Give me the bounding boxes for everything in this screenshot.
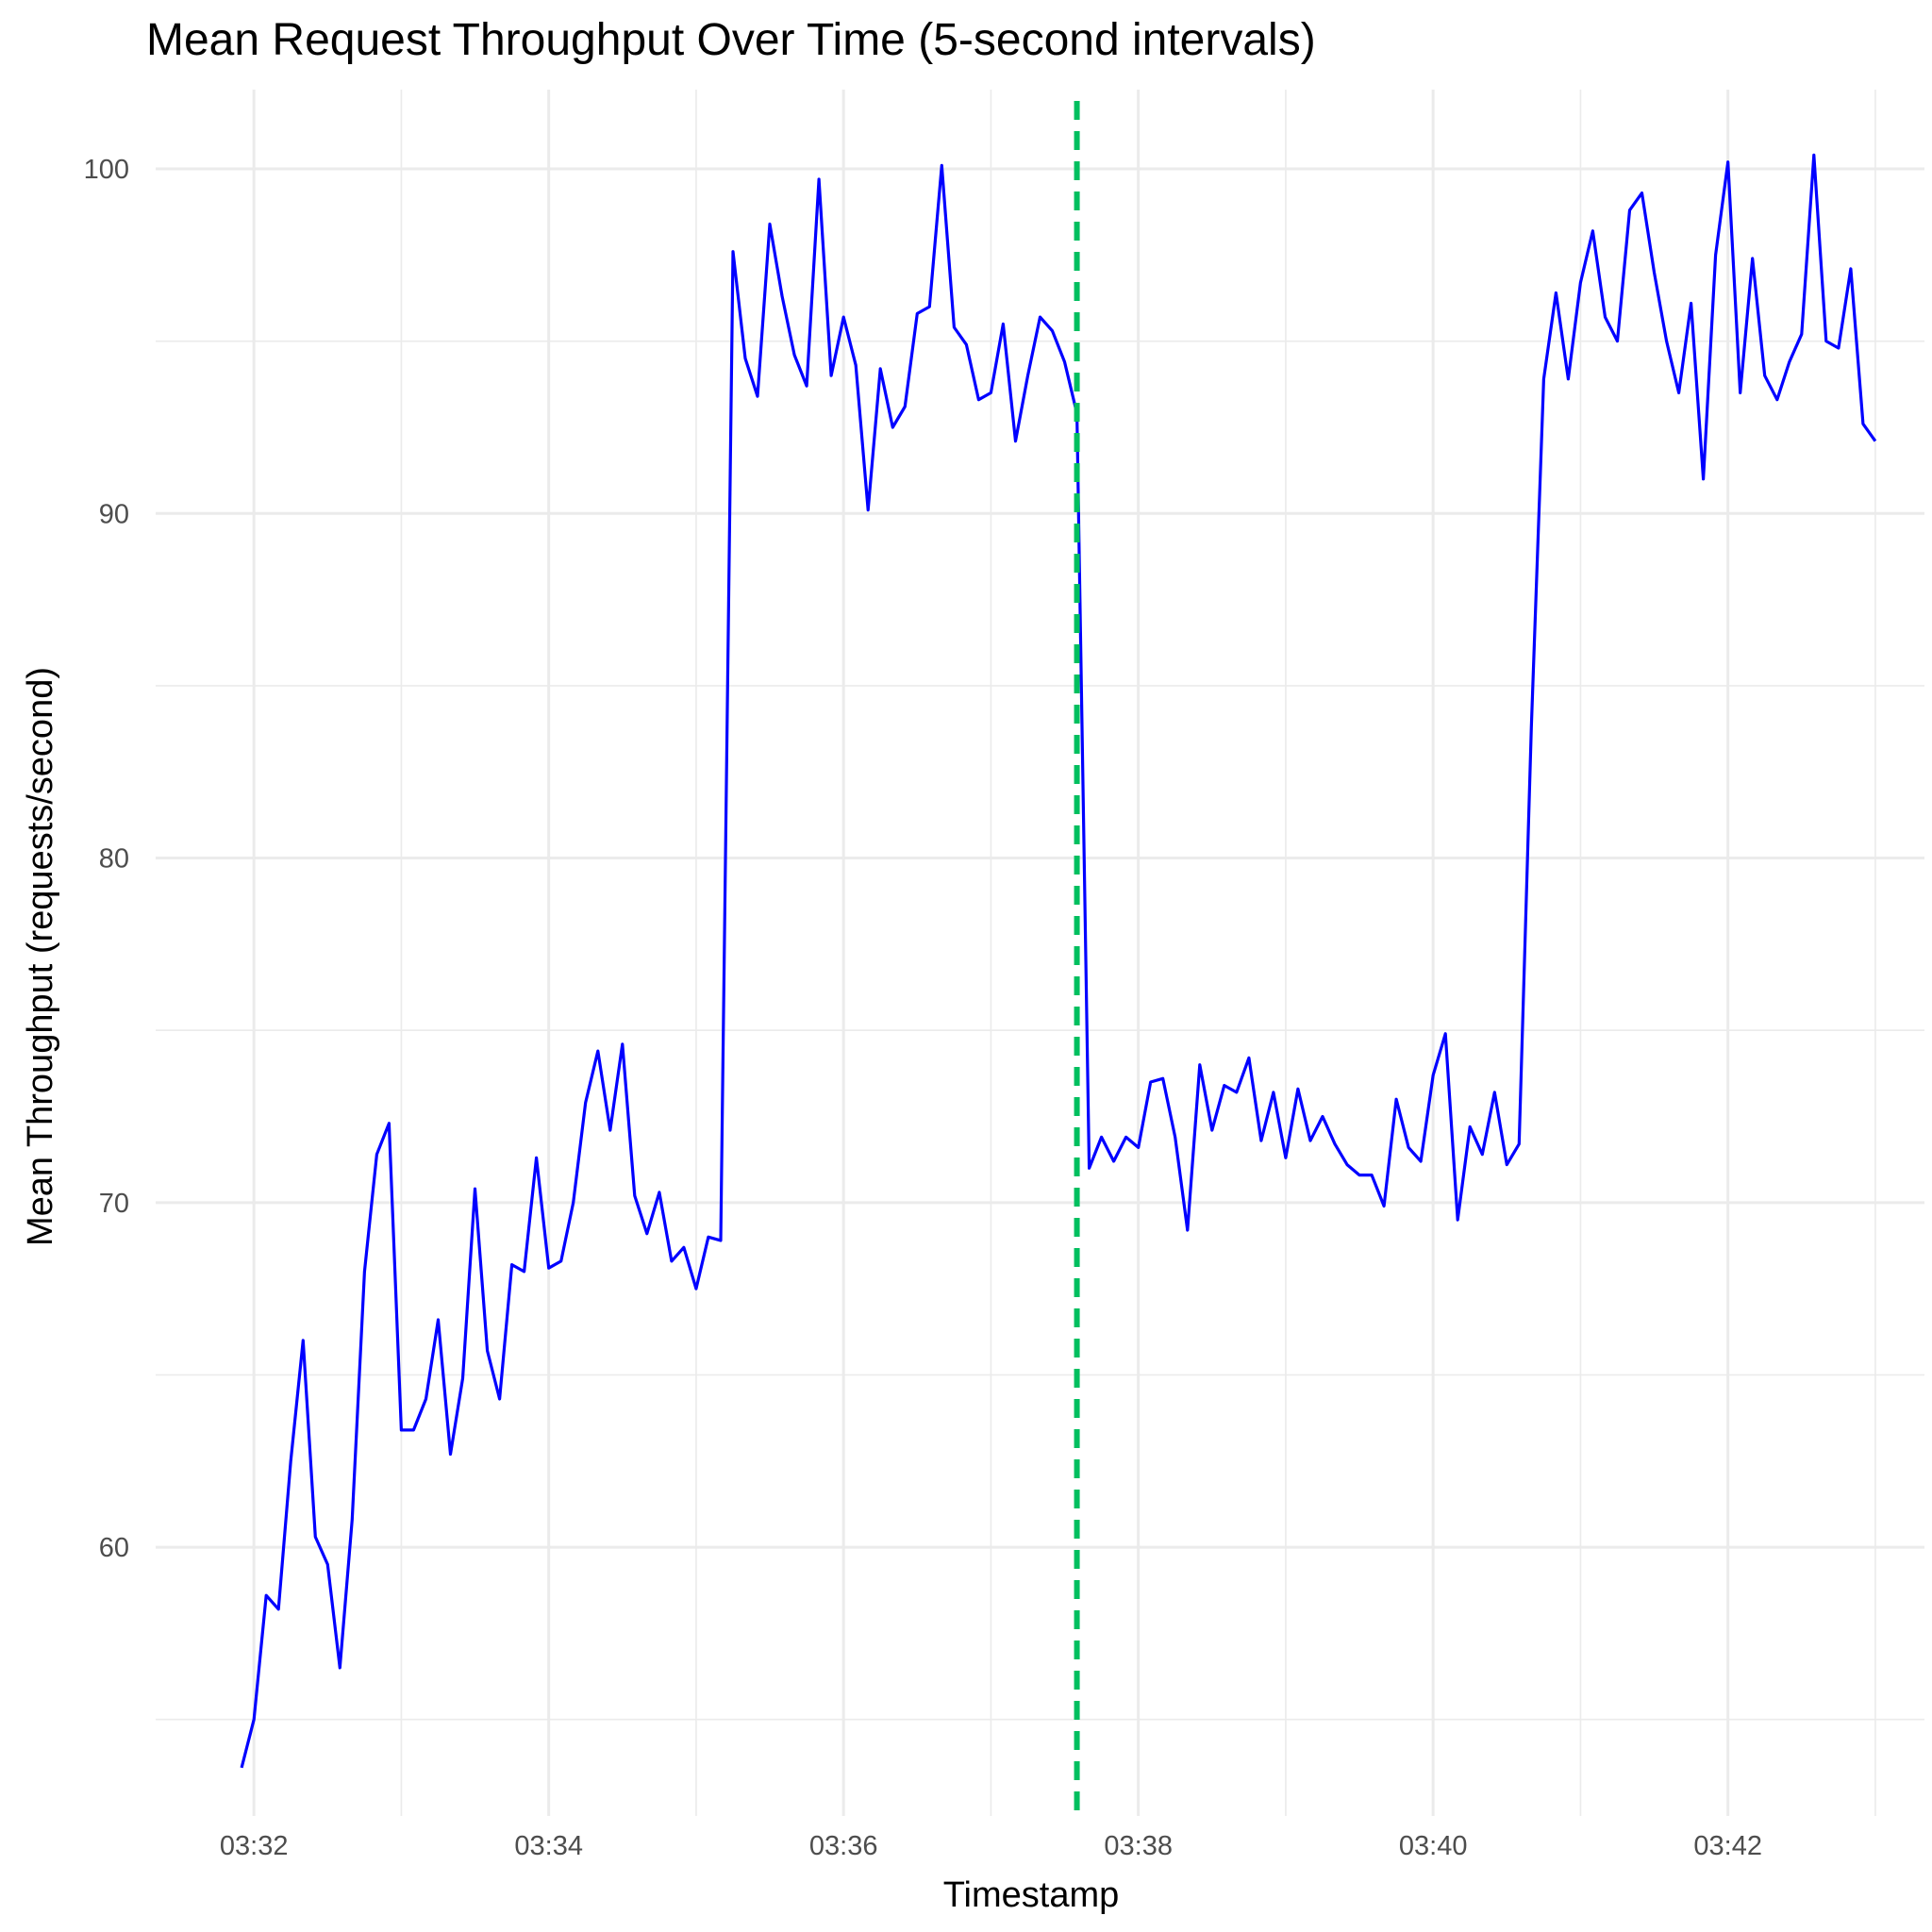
y-tick-label: 80 — [99, 844, 129, 874]
throughput-series-line — [240, 153, 1877, 1769]
major-gridlines — [156, 90, 1924, 1816]
y-tick-label: 100 — [84, 155, 129, 185]
chart-title: Mean Request Throughput Over Time (5-sec… — [146, 15, 1316, 65]
minor-gridlines — [156, 90, 1924, 1816]
y-tick-label: 60 — [99, 1533, 129, 1563]
x-tick-label: 03:34 — [514, 1831, 583, 1861]
x-tick-label: 03:32 — [220, 1831, 289, 1861]
y-tick-label: 70 — [99, 1189, 129, 1219]
y-axis-tick-labels: 60 70 80 90 100 — [84, 155, 129, 1563]
x-tick-label: 03:38 — [1104, 1831, 1173, 1861]
y-tick-label: 90 — [99, 499, 129, 529]
x-tick-label: 03:40 — [1399, 1831, 1468, 1861]
x-axis-tick-labels: 03:32 03:34 03:36 03:38 03:40 03:42 — [220, 1831, 1762, 1861]
y-axis-title: Mean Throughput (requests/second) — [21, 667, 60, 1246]
x-tick-label: 03:36 — [809, 1831, 878, 1861]
x-tick-label: 03:42 — [1693, 1831, 1762, 1861]
x-axis-title: Timestamp — [943, 1875, 1120, 1915]
